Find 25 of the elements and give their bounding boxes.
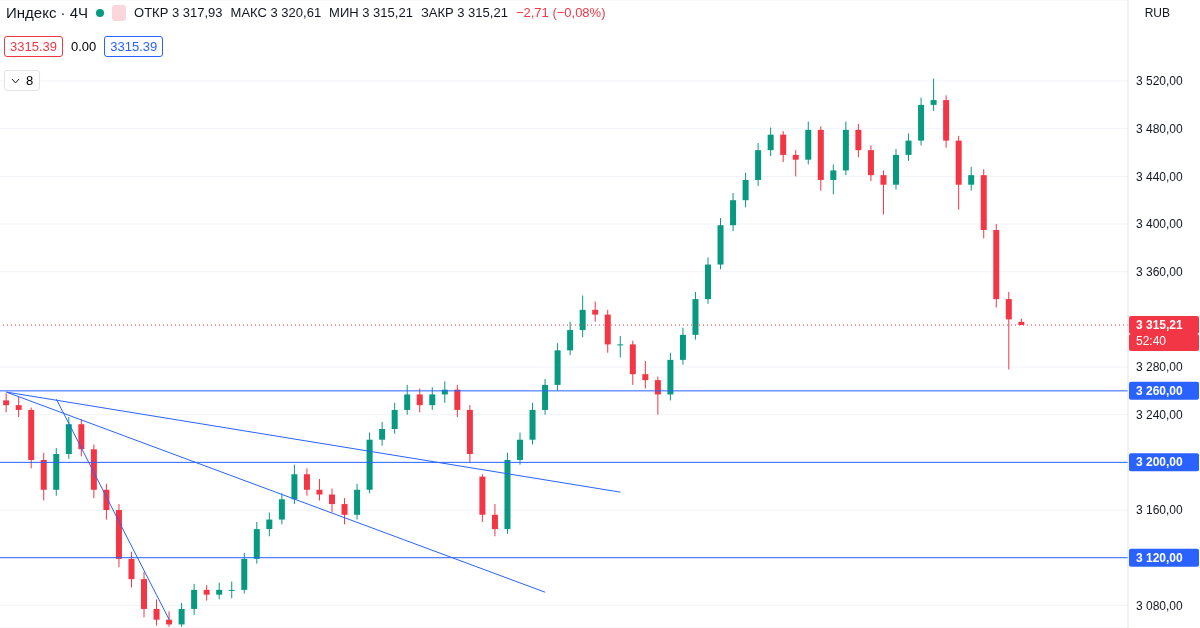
y-tick-label: 3 360,00 [1136, 264, 1184, 279]
chart-title: Индекс · 4Ч [6, 4, 89, 21]
annotation: МАКС 3 320,61 [230, 5, 322, 20]
y-tick-label: 3 080,00 [1136, 598, 1184, 613]
y-tick-label: 3 480,00 [1136, 121, 1184, 136]
ref-line-label: 3 120,00 [1136, 550, 1184, 565]
annotation: −2,71 (−0,08%) [515, 5, 606, 20]
y-tick-label: 3 520,00 [1136, 74, 1184, 89]
ref-line-label: 3 260,00 [1136, 383, 1184, 398]
y-tick-label: 3 280,00 [1136, 360, 1184, 375]
annotation: ОТКР 3 317,93 [134, 5, 223, 20]
annotation: 3315.39 [4, 36, 63, 57]
text: 52:40 [1129, 334, 1199, 351]
ref-line-label: 3 200,00 [1136, 455, 1184, 470]
annotation: 8 [26, 73, 34, 88]
annotation: 3315.39 [104, 36, 164, 57]
annotation: МИН 3 315,21 [329, 5, 413, 20]
annotation: ЗАКР 3 315,21 [420, 5, 508, 20]
ref-line-label: 3 315,21 [1136, 318, 1184, 333]
y-tick-label: 3 160,00 [1136, 503, 1184, 518]
annotation: 0.00 [69, 36, 99, 57]
y-tick-label: 3 400,00 [1136, 217, 1184, 232]
y-tick-label: 3 240,00 [1136, 407, 1184, 422]
text: RUB [1144, 6, 1170, 20]
y-tick-label: 3 440,00 [1136, 169, 1184, 184]
